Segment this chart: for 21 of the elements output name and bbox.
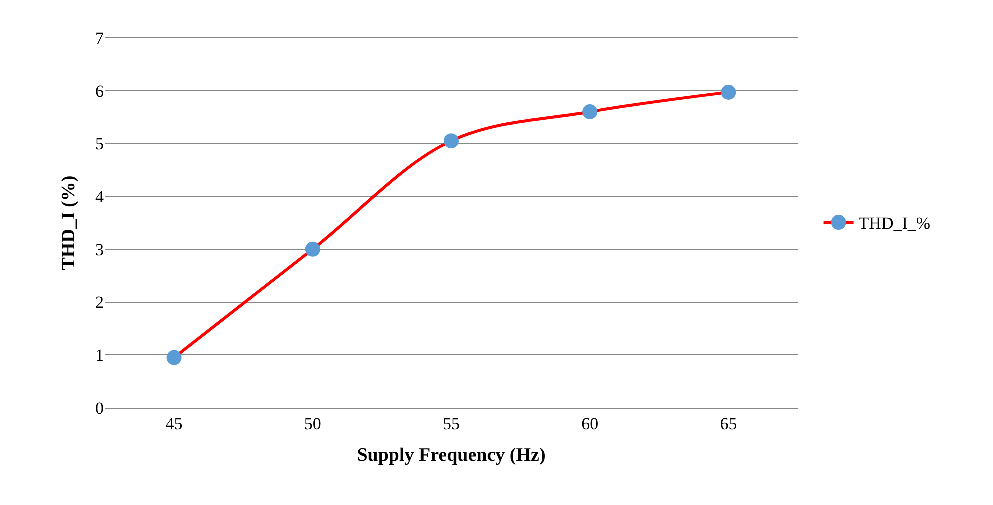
legend-label: THD_I_%: [858, 214, 931, 234]
y-tick-label: 5: [96, 134, 104, 154]
y-tick-label: 3: [96, 240, 104, 260]
point: [582, 104, 598, 120]
y-tick-label: 7: [96, 28, 104, 48]
y-axis-title: THD_I (%): [58, 176, 80, 270]
x-tick-label: 65: [720, 414, 738, 434]
x-tick-label: 45: [166, 414, 183, 434]
y-tick-label: 4: [96, 188, 104, 207]
point: [444, 134, 459, 149]
point: [721, 84, 736, 100]
y-tick-label: 1: [96, 346, 104, 366]
y-tick-label: 2: [96, 293, 104, 312]
x-tick-label: 60: [582, 414, 599, 434]
point: [166, 350, 182, 366]
point: [305, 242, 320, 257]
y-tick-label: 6: [96, 82, 104, 101]
x-tick-label: 55: [443, 414, 460, 434]
x-tick-label: 50: [304, 414, 322, 434]
x-axis-title: Supply Frequency (Hz): [357, 445, 546, 466]
y-tick-label: 0: [96, 398, 104, 418]
